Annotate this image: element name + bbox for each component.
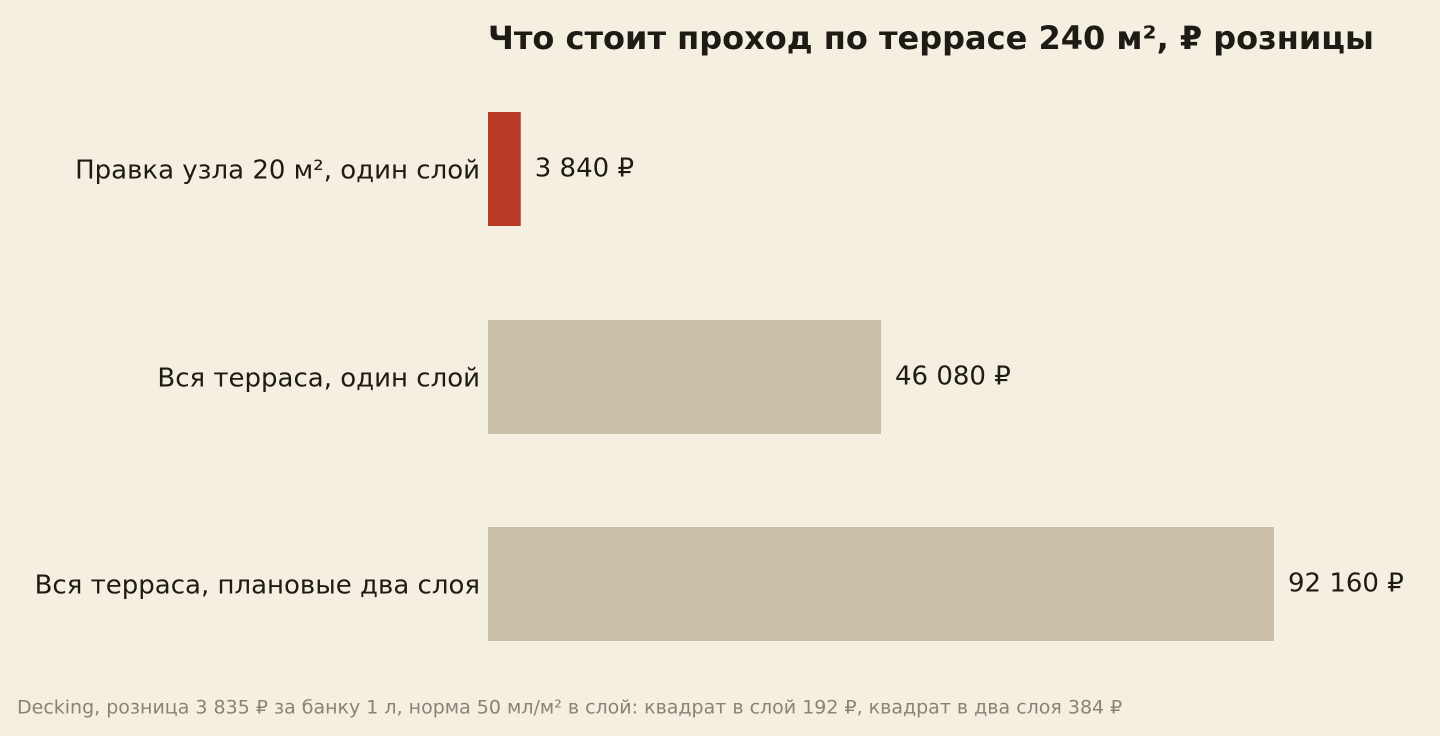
bar [488,320,881,434]
bar [488,112,521,226]
footnote: Decking, розница 3 835 ₽ за банку 1 л, н… [17,697,1122,719]
chart-title: Что стоит проход по террасе 240 м², ₽ ро… [488,19,1374,57]
bar [488,527,1274,641]
value-label: 46 080 ₽ [895,362,1011,392]
value-label: 92 160 ₽ [1288,569,1404,599]
category-label: Вся терраса, плановые два слоя [35,571,480,601]
category-label: Вся терраса, один слой [157,364,480,394]
category-label: Правка узла 20 м², один слой [75,156,480,186]
value-label: 3 840 ₽ [535,154,634,184]
